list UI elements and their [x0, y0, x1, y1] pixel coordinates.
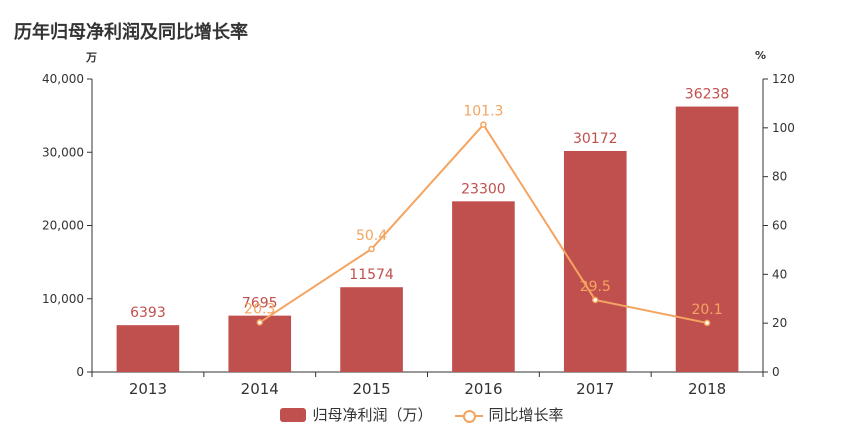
- chart-plot: 0 10,000 20,000 30,000 40,000 0 20 40 60 80 100 120…: [42, 72, 795, 398]
- bar: [116, 325, 180, 372]
- x-axis-tick-label: 2013: [129, 380, 167, 398]
- legend-label-bar: 归母净利润（万）: [312, 406, 433, 424]
- line-point: [480, 121, 487, 128]
- legend-line-swatch: [454, 408, 483, 423]
- line-point: [256, 319, 263, 326]
- bar-data-label: 7695: [242, 296, 278, 312]
- chart-legend: 归母净利润（万） 同比增长率: [0, 404, 844, 425]
- right-axis-tick-label: 60: [772, 219, 787, 233]
- left-axis-tick-label: 40,000: [42, 72, 84, 86]
- right-axis-tick-label: 0: [772, 365, 780, 379]
- right-axis-tick-label: 100: [772, 121, 795, 135]
- bar-data-label: 6393: [130, 305, 166, 321]
- x-axis-tick-label: 2015: [352, 380, 390, 398]
- right-axis-tick-label: 80: [772, 170, 787, 184]
- right-axis-tick-label: 120: [772, 72, 795, 86]
- left-axis-tick-label: 30,000: [42, 145, 84, 159]
- line-point: [703, 319, 711, 327]
- bar-data-label: 36238: [685, 87, 730, 103]
- legend-item-bar[interactable]: 归母净利润（万）: [280, 404, 433, 425]
- legend-item-line[interactable]: 同比增长率: [454, 404, 564, 425]
- left-axis-tick-label: 10,000: [42, 292, 84, 306]
- bar: [675, 106, 739, 373]
- line-data-label: 20.3: [244, 301, 275, 317]
- right-axis-tick-label: 40: [772, 267, 787, 281]
- left-axis-tick-label: 0: [76, 365, 84, 379]
- line-point: [368, 245, 375, 253]
- x-axis-tick-label: 2014: [241, 380, 279, 398]
- left-axis-unit: 万: [86, 51, 97, 64]
- line-data-label: 29.5: [580, 279, 611, 295]
- bar: [340, 287, 403, 372]
- chart-title: 历年归母净利润及同比增长率: [14, 22, 248, 43]
- x-axis-tick-label: 2017: [576, 380, 614, 398]
- bar: [452, 201, 515, 372]
- bar-data-label: 23300: [461, 181, 506, 197]
- bar: [563, 150, 627, 372]
- bar-data-label: 30172: [573, 131, 618, 147]
- x-axis-tick-label: 2018: [688, 380, 726, 398]
- left-axis-tick-label: 20,000: [42, 219, 84, 233]
- line-data-label: 101.3: [463, 104, 503, 120]
- line-point: [592, 296, 599, 304]
- right-axis-unit: %: [755, 49, 767, 62]
- bar-data-label: 11574: [349, 267, 394, 283]
- x-axis-tick-label: 2016: [464, 380, 502, 398]
- line-data-label: 50.4: [356, 228, 387, 244]
- legend-label-line: 同比增长率: [488, 406, 564, 424]
- right-axis-tick-label: 20: [772, 316, 787, 330]
- line-data-label: 20.1: [691, 302, 722, 318]
- legend-bar-swatch: [280, 407, 307, 422]
